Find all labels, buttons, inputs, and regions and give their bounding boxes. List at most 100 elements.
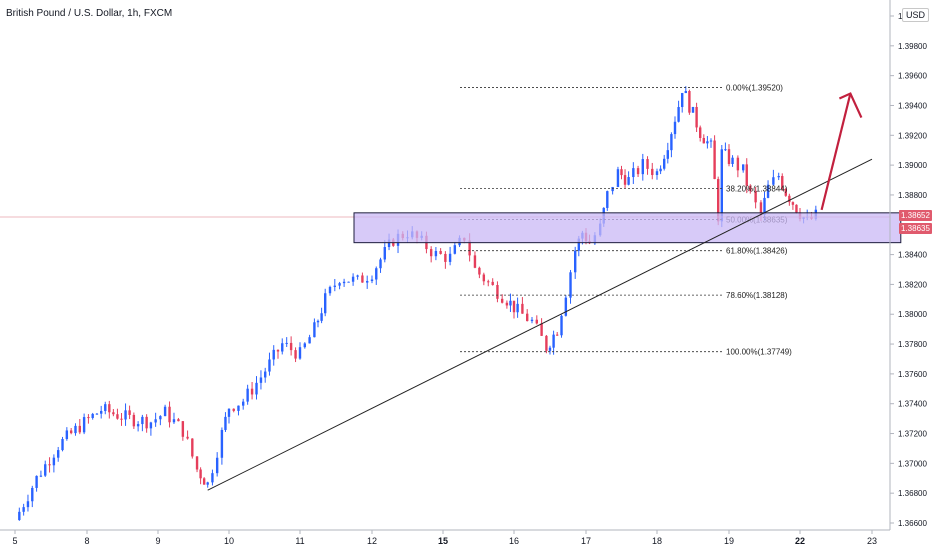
- candle-body: [742, 164, 745, 171]
- candle-body: [724, 149, 727, 151]
- candle-body: [569, 272, 572, 298]
- time-tick-label: 11: [295, 536, 304, 546]
- candle-body: [145, 416, 148, 429]
- candle-body: [128, 410, 131, 415]
- candle-body: [154, 419, 157, 423]
- candle-body: [168, 406, 171, 423]
- price-tick-label: 1.39200: [898, 131, 927, 140]
- candle-body: [702, 137, 705, 144]
- price-tick-label: 1.39000: [898, 161, 927, 170]
- candle-body: [736, 157, 740, 171]
- candle-body: [347, 281, 350, 283]
- candle-body: [429, 249, 433, 257]
- candle-body: [564, 297, 568, 316]
- candle-body: [255, 382, 258, 395]
- candle-body: [324, 293, 327, 314]
- candle-body: [298, 347, 302, 359]
- candle-body: [303, 343, 306, 348]
- candle-body: [289, 342, 293, 351]
- projection-arrow[interactable]: [820, 92, 863, 211]
- candle-body: [577, 238, 580, 251]
- candle-body: [285, 342, 288, 344]
- candle-body: [186, 436, 189, 439]
- candle-body: [383, 247, 386, 260]
- candle-body: [556, 334, 559, 336]
- price-axis[interactable]: 1.36600 1.36800 1.37000 1.37200 1.37400 1.376…: [889, 0, 927, 530]
- candle-body: [22, 507, 25, 512]
- price-tick-label: 1.38400: [898, 251, 927, 260]
- candle-body: [215, 457, 219, 474]
- price-tick-label: 1.37200: [898, 430, 927, 439]
- candle-body: [448, 253, 452, 262]
- candle-body: [763, 197, 766, 215]
- candle-body: [795, 204, 798, 213]
- candle-body: [159, 416, 162, 420]
- candle-body: [777, 176, 780, 178]
- candle-body: [699, 127, 702, 138]
- candle-body: [560, 315, 563, 336]
- arrow-shaft[interactable]: [820, 93, 852, 211]
- candle-body: [681, 93, 684, 108]
- candle-body: [141, 416, 144, 425]
- candle-body: [132, 414, 136, 427]
- candle-body: [246, 388, 249, 402]
- candle-body: [149, 422, 153, 429]
- candle-body: [242, 401, 245, 406]
- fib-price-tag: 1.38635: [899, 222, 932, 234]
- candle-body: [500, 298, 504, 303]
- candle-body: [199, 469, 202, 479]
- currency-selector[interactable]: USD: [902, 8, 930, 22]
- candle-body: [320, 313, 323, 321]
- candle-body: [104, 404, 107, 411]
- candle-body: [468, 240, 471, 256]
- trendline[interactable]: [207, 158, 873, 491]
- candle-body: [646, 159, 649, 169]
- time-tick-label: 12: [367, 536, 377, 546]
- trendline-line[interactable]: [207, 158, 873, 491]
- fib-level-label: 0.00%(1.39520): [726, 84, 783, 93]
- candle-body: [623, 175, 627, 185]
- candle-body: [95, 413, 99, 415]
- candle-body: [116, 414, 119, 419]
- candle-body: [375, 268, 378, 280]
- support-zone[interactable]: [353, 212, 902, 244]
- candle-body: [112, 412, 115, 415]
- candle-body: [620, 169, 623, 176]
- candle-body: [709, 140, 713, 142]
- candle-body: [717, 179, 720, 222]
- candle-body: [120, 418, 123, 420]
- candle-body: [545, 335, 548, 351]
- fib-level-label: 61.80%(1.38426): [726, 247, 788, 256]
- candle-body: [31, 487, 34, 502]
- candle-body: [713, 140, 716, 180]
- fib-level-label: 78.60%(1.38128): [726, 291, 788, 300]
- candle-body: [82, 417, 86, 433]
- candle-body: [478, 267, 481, 275]
- time-axis[interactable]: 5 8 9 10 11 12 15 16 17 18 19 22 23: [0, 529, 890, 546]
- candle-series: [0, 86, 890, 521]
- time-tick-label: 8: [84, 536, 89, 546]
- candle-body: [74, 425, 77, 434]
- time-tick-label: 17: [581, 536, 591, 546]
- candle-body: [548, 347, 552, 351]
- candle-body: [439, 250, 442, 254]
- candle-body: [788, 195, 791, 203]
- arrow-head[interactable]: [838, 92, 863, 118]
- candle-body: [65, 430, 69, 440]
- candle-body: [48, 464, 51, 466]
- candle-body: [191, 438, 194, 457]
- candle-body: [163, 406, 167, 417]
- time-tick-label: 18: [652, 536, 662, 546]
- candle-body: [749, 185, 752, 192]
- last-price-tag: 1.38652: [899, 210, 932, 221]
- candle-body: [632, 168, 635, 178]
- candle-body: [39, 475, 43, 477]
- support-zone-rect[interactable]: [353, 212, 902, 244]
- candle-body: [227, 408, 231, 417]
- price-tick-label: 1.39400: [898, 101, 927, 110]
- candle-body: [491, 281, 494, 285]
- candle-body: [695, 106, 698, 128]
- candle-body: [18, 511, 21, 521]
- candle-body: [206, 482, 209, 485]
